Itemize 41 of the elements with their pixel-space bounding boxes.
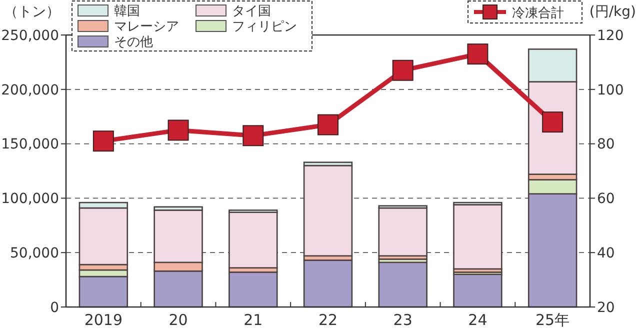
y-tick-label: 250,000 xyxy=(1,28,59,44)
legend-label: タイ国 xyxy=(232,4,271,19)
x-tick-label: 22 xyxy=(318,311,338,329)
x-tick-label: 24 xyxy=(468,311,488,329)
x-tick-label: 20 xyxy=(168,311,188,329)
point xyxy=(242,125,264,146)
legend-label: その他 xyxy=(114,35,153,50)
bar xyxy=(453,204,502,270)
y2-tick-label: 40 xyxy=(597,246,615,262)
y2-tick-label: 100 xyxy=(597,82,624,98)
y-axis-title: （トン） xyxy=(4,4,60,20)
x-tick-label: 21 xyxy=(244,311,263,329)
legend-label: 冷凍合計 xyxy=(512,6,564,21)
bar xyxy=(228,272,278,308)
y2-tick-label: 120 xyxy=(597,28,624,44)
point xyxy=(467,44,488,65)
x-tick-label: 2019 xyxy=(84,311,123,329)
legend-label: 韓国 xyxy=(114,4,140,19)
y2-tick-label: 60 xyxy=(597,191,615,208)
point xyxy=(318,114,338,136)
legend-label: マレーシア xyxy=(114,20,179,34)
bar xyxy=(378,262,428,308)
y-tick-label: 100,000 xyxy=(1,191,59,208)
y-tick-label: 0 xyxy=(50,300,59,316)
y-tick-label: 50,000 xyxy=(10,246,59,262)
point xyxy=(392,60,414,81)
legend-label: フィリピン xyxy=(232,20,297,34)
y-tick-label: 200,000 xyxy=(1,82,59,98)
point xyxy=(168,120,189,141)
point xyxy=(542,112,564,133)
bar xyxy=(303,260,353,308)
bar xyxy=(378,207,428,257)
x-tick-label: 25年 xyxy=(536,311,570,329)
y-tick-label: 150,000 xyxy=(1,136,59,153)
x-tick-label: 23 xyxy=(393,311,412,329)
bar xyxy=(453,274,502,308)
bar xyxy=(303,164,353,257)
y2-tick-label: 20 xyxy=(597,300,615,316)
y2-tick-label: 80 xyxy=(597,136,615,153)
y2-axis-title: (円/kg) xyxy=(589,4,636,20)
point xyxy=(92,130,114,152)
